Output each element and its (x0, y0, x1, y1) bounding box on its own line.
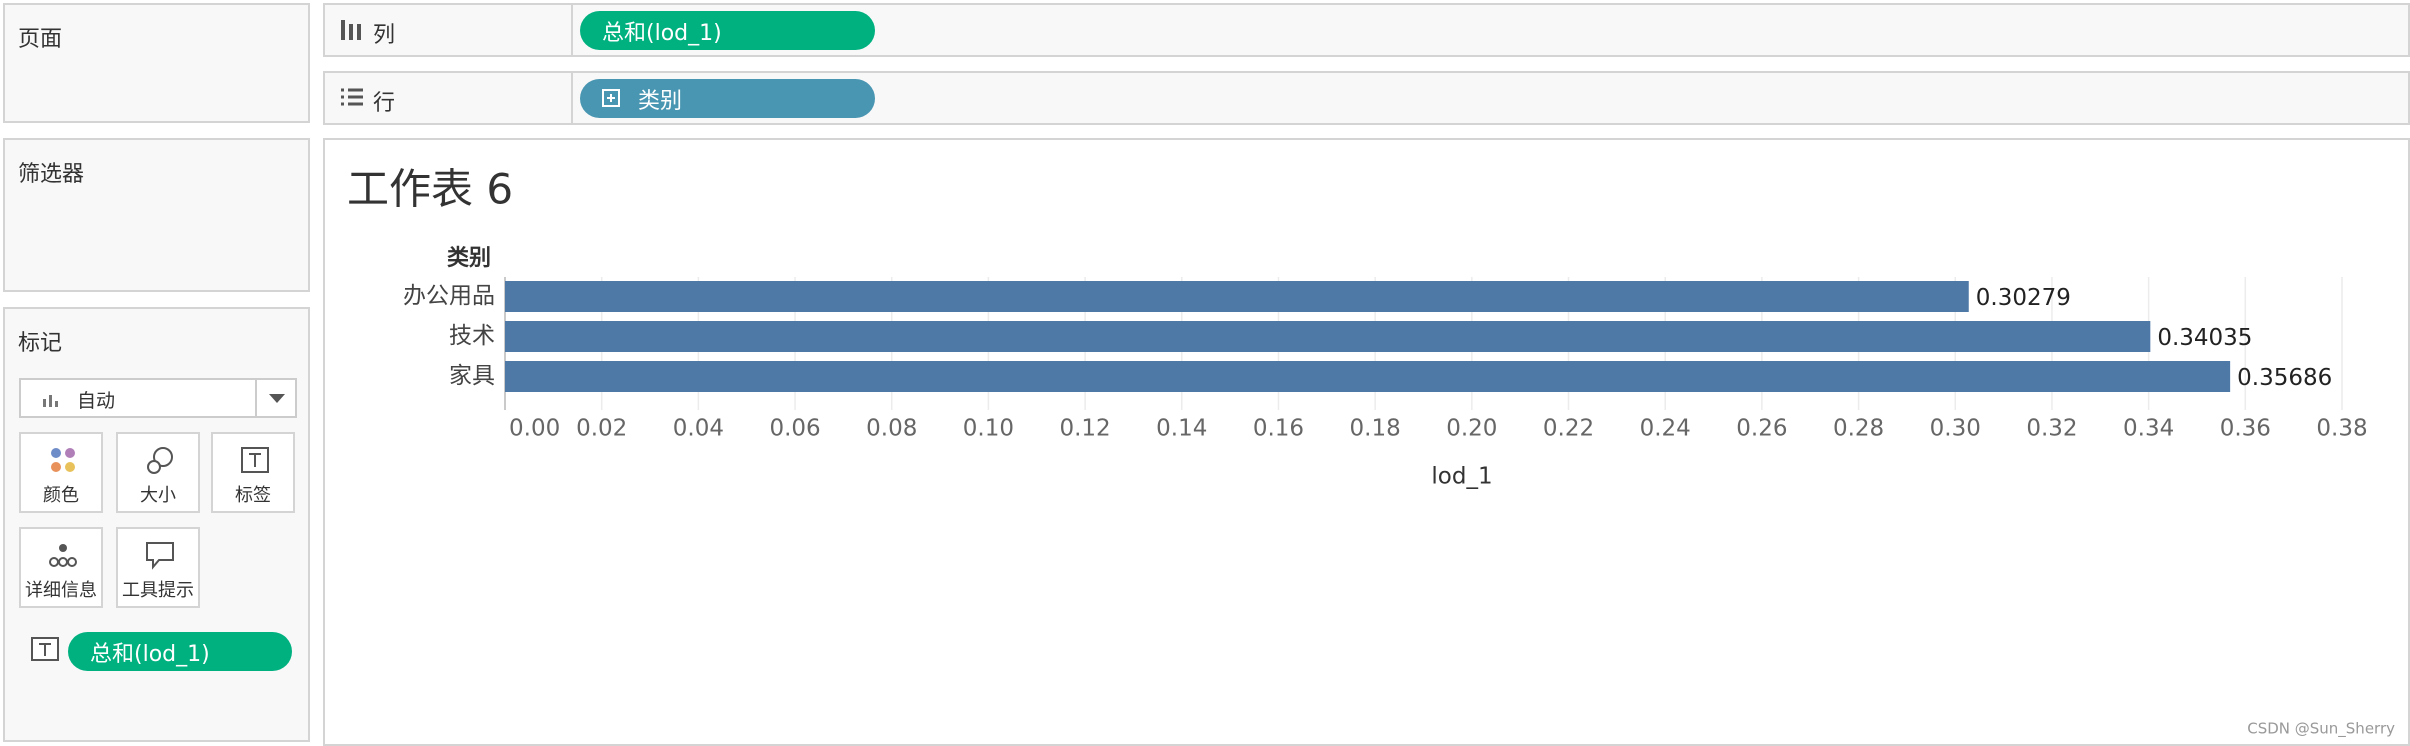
data-label: 0.34035 (2157, 325, 2252, 351)
detail-icon (49, 544, 77, 567)
x-axis-title: lod_1 (1431, 464, 1492, 490)
color-button[interactable]: 颜色 (19, 432, 103, 513)
text-icon (31, 637, 59, 661)
bar (505, 281, 1969, 312)
category-header: 类别 (447, 246, 491, 271)
size-button[interactable]: 大小 (116, 432, 200, 513)
watermark: CSDN @Sun_Sherry (2247, 720, 2395, 739)
category-label: 办公用品 (403, 283, 495, 309)
color-icon (51, 448, 75, 472)
x-tick-label: 0.14 (1156, 416, 1207, 442)
label-button[interactable]: 标签 (211, 432, 295, 513)
columns-shelf: 列 总和(lod_1) (323, 3, 2410, 57)
x-tick-label: 0.34 (2123, 416, 2174, 442)
rows-pill-text: 类别 (638, 88, 683, 114)
x-tick-label: 0.18 (1350, 416, 1401, 442)
columns-label: 列 (373, 23, 396, 48)
button-label: 标签 (235, 485, 271, 506)
x-tick-label: 0.00 (509, 416, 560, 442)
x-tick-label: 0.06 (769, 416, 820, 442)
tooltip-button[interactable]: 工具提示 (116, 527, 200, 608)
filters-card: 筛选器 (3, 138, 310, 292)
x-tick-label: 0.16 (1253, 416, 1304, 442)
x-tick-label: 0.36 (2220, 416, 2271, 442)
x-tick-label: 0.04 (673, 416, 724, 442)
bar (505, 321, 2151, 352)
tooltip-icon (146, 542, 174, 570)
rows-label: 行 (373, 91, 396, 116)
x-tick-label: 0.02 (576, 416, 627, 442)
bar (505, 361, 2231, 392)
label-icon (241, 447, 269, 473)
button-label: 详细信息 (25, 580, 97, 601)
pages-title: 页面 (18, 27, 63, 52)
x-tick-label: 0.38 (2316, 416, 2367, 442)
marks-card: 标记 自动 颜色 大小 标签 详细信息 工具提示 总和(lod_1) (3, 307, 310, 742)
rows-pill[interactable]: 类别 (580, 79, 875, 118)
pages-card: 页面 (3, 3, 310, 123)
rows-shelf: 行 类别 (323, 71, 2410, 125)
category-label: 技术 (449, 323, 495, 349)
button-label: 颜色 (43, 485, 79, 506)
category-label: 家具 (449, 363, 495, 389)
marks-title: 标记 (18, 331, 63, 356)
rows-icon (341, 88, 363, 106)
dropdown-arrow (269, 394, 285, 403)
x-tick-label: 0.20 (1446, 416, 1497, 442)
detail-button[interactable]: 详细信息 (19, 527, 103, 608)
button-label: 大小 (140, 485, 176, 506)
x-tick-label: 0.32 (2026, 416, 2077, 442)
filters-title: 筛选器 (18, 162, 85, 187)
data-label: 0.30279 (1976, 285, 2071, 311)
x-tick-label: 0.10 (963, 416, 1014, 442)
mark-type-dropdown[interactable]: 自动 (19, 378, 297, 418)
bar-icon (43, 395, 58, 407)
columns-icon (341, 20, 361, 40)
chart-title: 工作表 6 (347, 165, 513, 214)
mark-type: 自动 (77, 390, 116, 412)
chart: 工作表 6 类别 lod_1 CSDN @Sun_Sherry 0.00 0.02… (323, 138, 2410, 746)
button-label: 工具提示 (122, 580, 194, 601)
data-label: 0.35686 (2237, 365, 2332, 391)
x-tick-label: 0.22 (1543, 416, 1594, 442)
x-tick-label: 0.12 (1059, 416, 1110, 442)
x-tick-label: 0.30 (1930, 416, 1981, 442)
x-tick-label: 0.28 (1833, 416, 1884, 442)
columns-pill[interactable]: 总和(lod_1) (580, 11, 875, 50)
expand-icon (602, 89, 620, 107)
size-icon (147, 447, 173, 474)
x-tick-label: 0.26 (1736, 416, 1787, 442)
x-tick-label: 0.24 (1640, 416, 1691, 442)
marks-pill[interactable]: 总和(lod_1) (68, 632, 292, 671)
x-tick-label: 0.08 (866, 416, 917, 442)
